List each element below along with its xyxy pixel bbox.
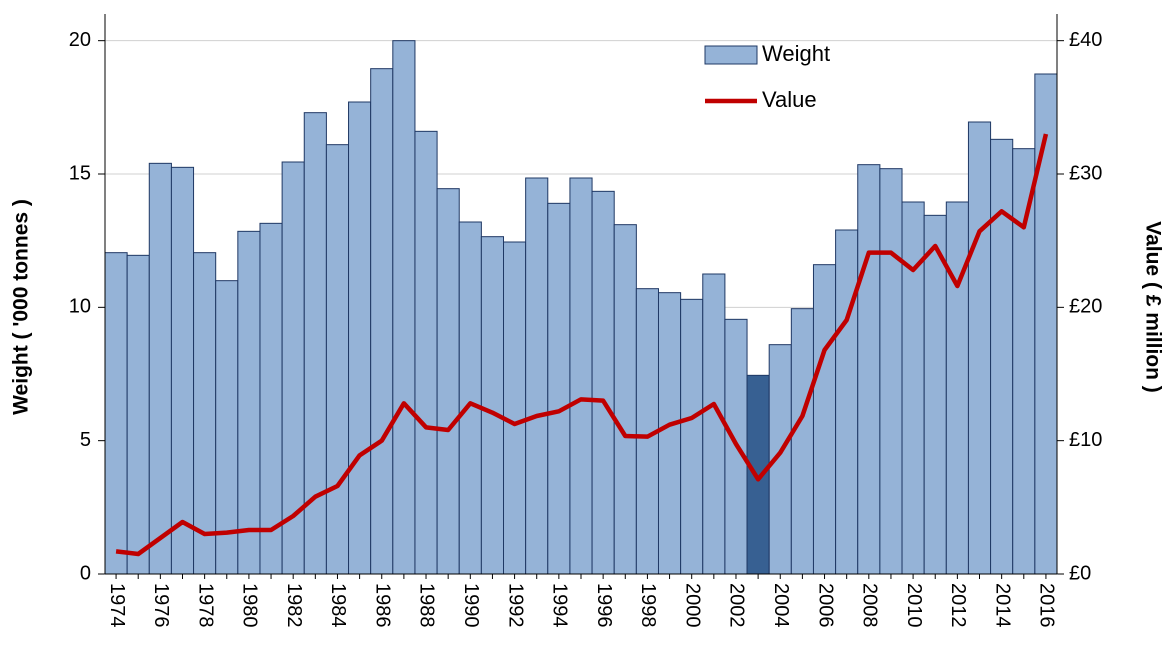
bar — [613, 224, 637, 575]
bar — [525, 177, 549, 575]
x-tick-label: 2012 — [947, 583, 969, 628]
line — [115, 133, 1049, 557]
y-axis-title: Weight ( '000 tonnes ) — [10, 199, 33, 415]
bar — [857, 164, 881, 575]
bar — [923, 214, 947, 575]
x-tick-label: 1990 — [460, 583, 482, 628]
y2-tick-label: £40 — [1069, 29, 1102, 51]
bar — [945, 201, 969, 575]
x-tick-label: 2010 — [903, 583, 925, 628]
bar — [436, 188, 460, 575]
bar — [1012, 148, 1036, 575]
bar — [790, 308, 814, 575]
x-tick-label: 1996 — [593, 583, 615, 628]
bar — [680, 298, 704, 575]
x-tick-label: 1974 — [106, 583, 128, 628]
bar — [148, 162, 172, 575]
y-tick-label: 10 — [69, 296, 91, 318]
y-tick-label: 5 — [80, 429, 91, 451]
bar — [458, 221, 482, 575]
bar — [392, 40, 416, 575]
x-tick-label: 1994 — [549, 583, 571, 628]
bar — [126, 254, 150, 575]
y-tick-label: 0 — [80, 562, 91, 584]
y2-tick-label: £10 — [1069, 429, 1102, 451]
x-tick-label: 2002 — [726, 583, 748, 628]
x-tick-label: 1982 — [283, 583, 305, 628]
x-tick-label: 1998 — [637, 583, 659, 628]
x-tick-label: 2004 — [770, 583, 792, 628]
bar — [967, 121, 992, 575]
bar — [503, 241, 527, 575]
bar — [1034, 73, 1058, 575]
x-tick-label: 1986 — [371, 583, 393, 628]
bar — [414, 130, 438, 575]
bar — [990, 138, 1014, 575]
bar — [702, 273, 726, 575]
x-tick-label: 2016 — [1036, 583, 1058, 628]
bar — [547, 202, 571, 575]
legend-swatch — [704, 45, 758, 65]
bar — [104, 252, 128, 575]
x-tick-label: 1978 — [194, 583, 216, 628]
x-tick-label: 1992 — [504, 583, 526, 628]
x-tick-label: 1980 — [239, 583, 261, 628]
y-tick-label: 15 — [69, 162, 91, 184]
bar — [170, 166, 195, 575]
bar — [480, 236, 505, 575]
y2-tick-label: £20 — [1069, 296, 1102, 318]
bar — [325, 144, 350, 575]
y2-tick-label: £30 — [1069, 162, 1102, 184]
y2-tick-label: £0 — [1069, 562, 1091, 584]
x-tick-label: 2008 — [859, 583, 881, 628]
legend-label: Value — [762, 87, 817, 112]
bar — [591, 190, 615, 575]
x-tick-label: 2014 — [991, 583, 1013, 628]
legend-label: Weight — [762, 41, 830, 66]
x-tick-label: 1988 — [416, 583, 438, 628]
x-tick-label: 1976 — [150, 583, 172, 628]
x-tick-label: 1984 — [327, 583, 349, 628]
bar — [193, 252, 217, 575]
y2-axis-title: Value ( £ million ) — [1141, 221, 1164, 393]
bar — [370, 68, 394, 575]
bar — [812, 264, 837, 575]
bar — [835, 229, 859, 575]
bar — [569, 177, 593, 575]
bar — [901, 201, 925, 575]
bar — [259, 222, 283, 575]
x-tick-label: 2006 — [814, 583, 836, 628]
bar — [237, 230, 261, 575]
x-tick-label: 2000 — [681, 583, 703, 628]
bar — [746, 374, 770, 575]
bar — [657, 292, 682, 575]
bar — [348, 101, 372, 575]
y-tick-label: 20 — [69, 29, 91, 51]
bar — [879, 168, 903, 575]
